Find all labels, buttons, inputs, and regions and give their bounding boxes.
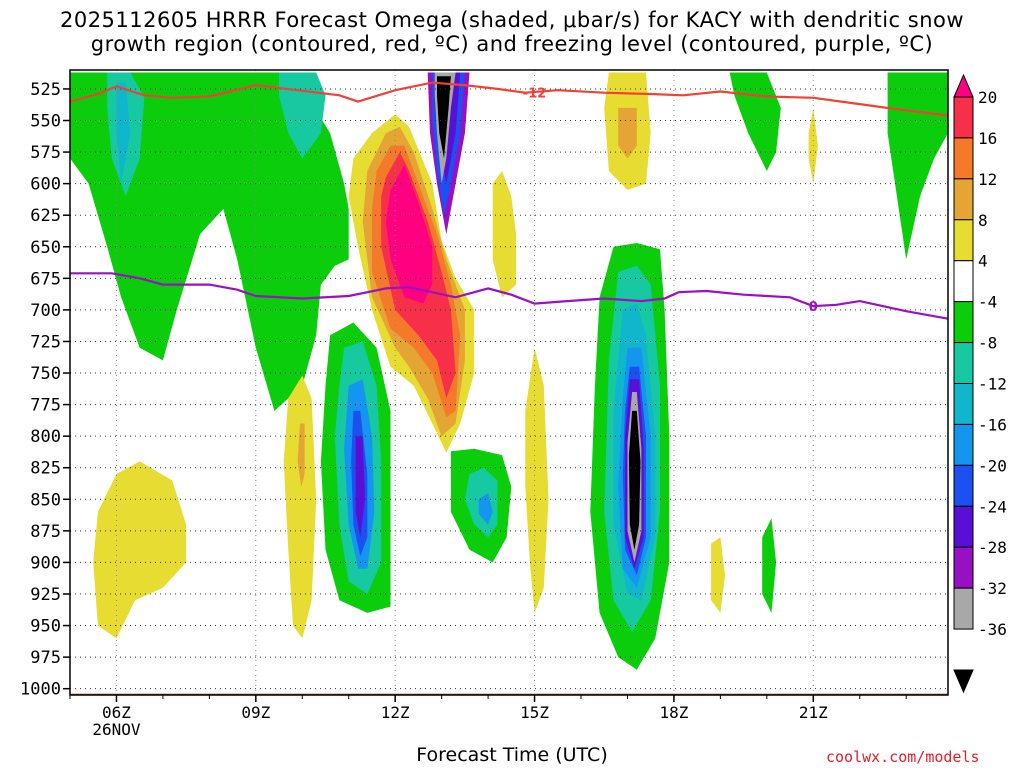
y-tick-label-900: 900 — [30, 553, 61, 573]
colorbar-segment-7 — [953, 342, 974, 385]
colorbar-label-2: 12 — [978, 170, 997, 189]
colorbar-segment-6 — [953, 301, 974, 344]
colorbar-segment-1 — [953, 96, 974, 139]
y-tick-label-800: 800 — [30, 427, 61, 447]
colorbar-segment-11 — [953, 505, 974, 548]
contour-dgz-label: -12 — [523, 87, 547, 102]
colorbar-label-12: -32 — [978, 579, 1007, 598]
colorbar-label-6: -8 — [978, 334, 997, 353]
y-tick-label-550: 550 — [30, 112, 61, 132]
shade-yellow-streak-1530 — [525, 347, 549, 613]
y-tick-label-775: 775 — [30, 396, 61, 416]
shade-teal-lobe-0930 — [279, 72, 326, 159]
y-tick-label-675: 675 — [30, 269, 61, 289]
shade-blue-dot-1400 — [478, 493, 493, 525]
colorbar-segment-3 — [953, 178, 974, 221]
y-tick-label-750: 750 — [30, 364, 61, 384]
plot-area: -12 0 — [70, 70, 948, 695]
shade-yellow-column-1000 — [283, 375, 317, 639]
chart-title-line2: growth region (contoured, red, ºC) and f… — [90, 32, 934, 56]
shade-black-core-1300 — [437, 76, 451, 159]
shade-green-small-2000 — [762, 518, 777, 613]
colorbar-label-9: -20 — [978, 456, 1007, 475]
shade-magenta-core-1200 — [385, 164, 433, 304]
date-label-1: 2025 — [97, 737, 136, 740]
colorbar-label-5: -4 — [978, 293, 997, 312]
colorbar-top-arrow — [953, 73, 974, 98]
x-tick-label-12Z: 12Z — [381, 703, 410, 722]
contour-freezing-line — [70, 272, 948, 320]
y-tick-label-575: 575 — [30, 143, 61, 163]
shade-orange-dot-1000 — [297, 423, 305, 487]
x-tick-label-09Z: 09Z — [241, 703, 270, 722]
x-axis-label: Forecast Time (UTC) — [416, 744, 608, 766]
colorbar-label-10: -24 — [978, 497, 1007, 516]
shade-black-core-1700 — [628, 410, 641, 550]
contour-dgz-line — [70, 81, 948, 117]
colorbar-label-1: 16 — [978, 129, 997, 148]
y-tick-label-850: 850 — [30, 490, 61, 510]
y-tick-label-825: 825 — [30, 459, 61, 479]
colorbar-label-7: -12 — [978, 375, 1007, 394]
colorbar-segment-5 — [953, 260, 974, 303]
y-tick-label-650: 650 — [30, 238, 61, 258]
shade-yellow-small-1900 — [711, 537, 725, 613]
colorbar-label-8: -16 — [978, 415, 1007, 434]
contour-freezing-label: 0 — [809, 300, 818, 315]
colorbar-segment-10 — [953, 464, 974, 507]
colorbar-segment-13 — [953, 587, 974, 630]
y-tick-label-950: 950 — [30, 617, 61, 637]
y-tick-label-600: 600 — [30, 175, 61, 195]
shade-orange-lobe-1700 — [618, 107, 637, 159]
chart-svg: -12 0 525 550 575 600 625 650 675 700 725 750 775 800… — [20, 69, 1007, 740]
y-tick-label-925: 925 — [30, 585, 61, 605]
colorbar-segment-8 — [953, 383, 974, 425]
date-label-0: 26NOV — [92, 720, 141, 739]
colorbar-label-11: -28 — [978, 538, 1007, 557]
y-tick-label-875: 875 — [30, 522, 61, 542]
y-tick-label-1000: 1000 — [20, 680, 61, 700]
shade-yellow-streak-1430 — [492, 171, 516, 298]
x-tick-label-06Z: 06Z — [102, 703, 131, 722]
colorbar-segment-4 — [953, 219, 974, 262]
y-tick-label-700: 700 — [30, 301, 61, 321]
plot-frame — [69, 69, 949, 696]
colorbar-segment-12 — [953, 546, 974, 589]
y-tick-label-975: 975 — [30, 648, 61, 668]
chart-title-line1: 2025112605 HRRR Forecast Omega (shaded, … — [59, 8, 965, 32]
credit-text[interactable]: coolwx.com/models — [826, 748, 980, 766]
x-tick-label-15Z: 15Z — [520, 703, 549, 722]
y-tick-label-625: 625 — [30, 206, 61, 226]
shade-teal-core-0550 — [116, 82, 131, 184]
colorbar-segment-9 — [953, 423, 974, 466]
y-tick-label-725: 725 — [30, 332, 61, 352]
x-tick-label-21Z: 21Z — [799, 703, 828, 722]
shade-green-streak-2300 — [887, 72, 948, 260]
x-tick-label-18Z: 18Z — [659, 703, 688, 722]
colorbar-label-0: 20 — [978, 88, 997, 107]
colorbar-label-3: 8 — [978, 211, 988, 230]
colorbar-bottom-arrow — [953, 669, 974, 694]
colorbar-segment-2 — [953, 137, 974, 180]
y-tick-label-525: 525 — [30, 80, 61, 100]
colorbar-label-13: -36 — [978, 620, 1007, 639]
shade-violet-core-1100 — [355, 436, 365, 538]
colorbar-label-4: 4 — [978, 252, 988, 271]
